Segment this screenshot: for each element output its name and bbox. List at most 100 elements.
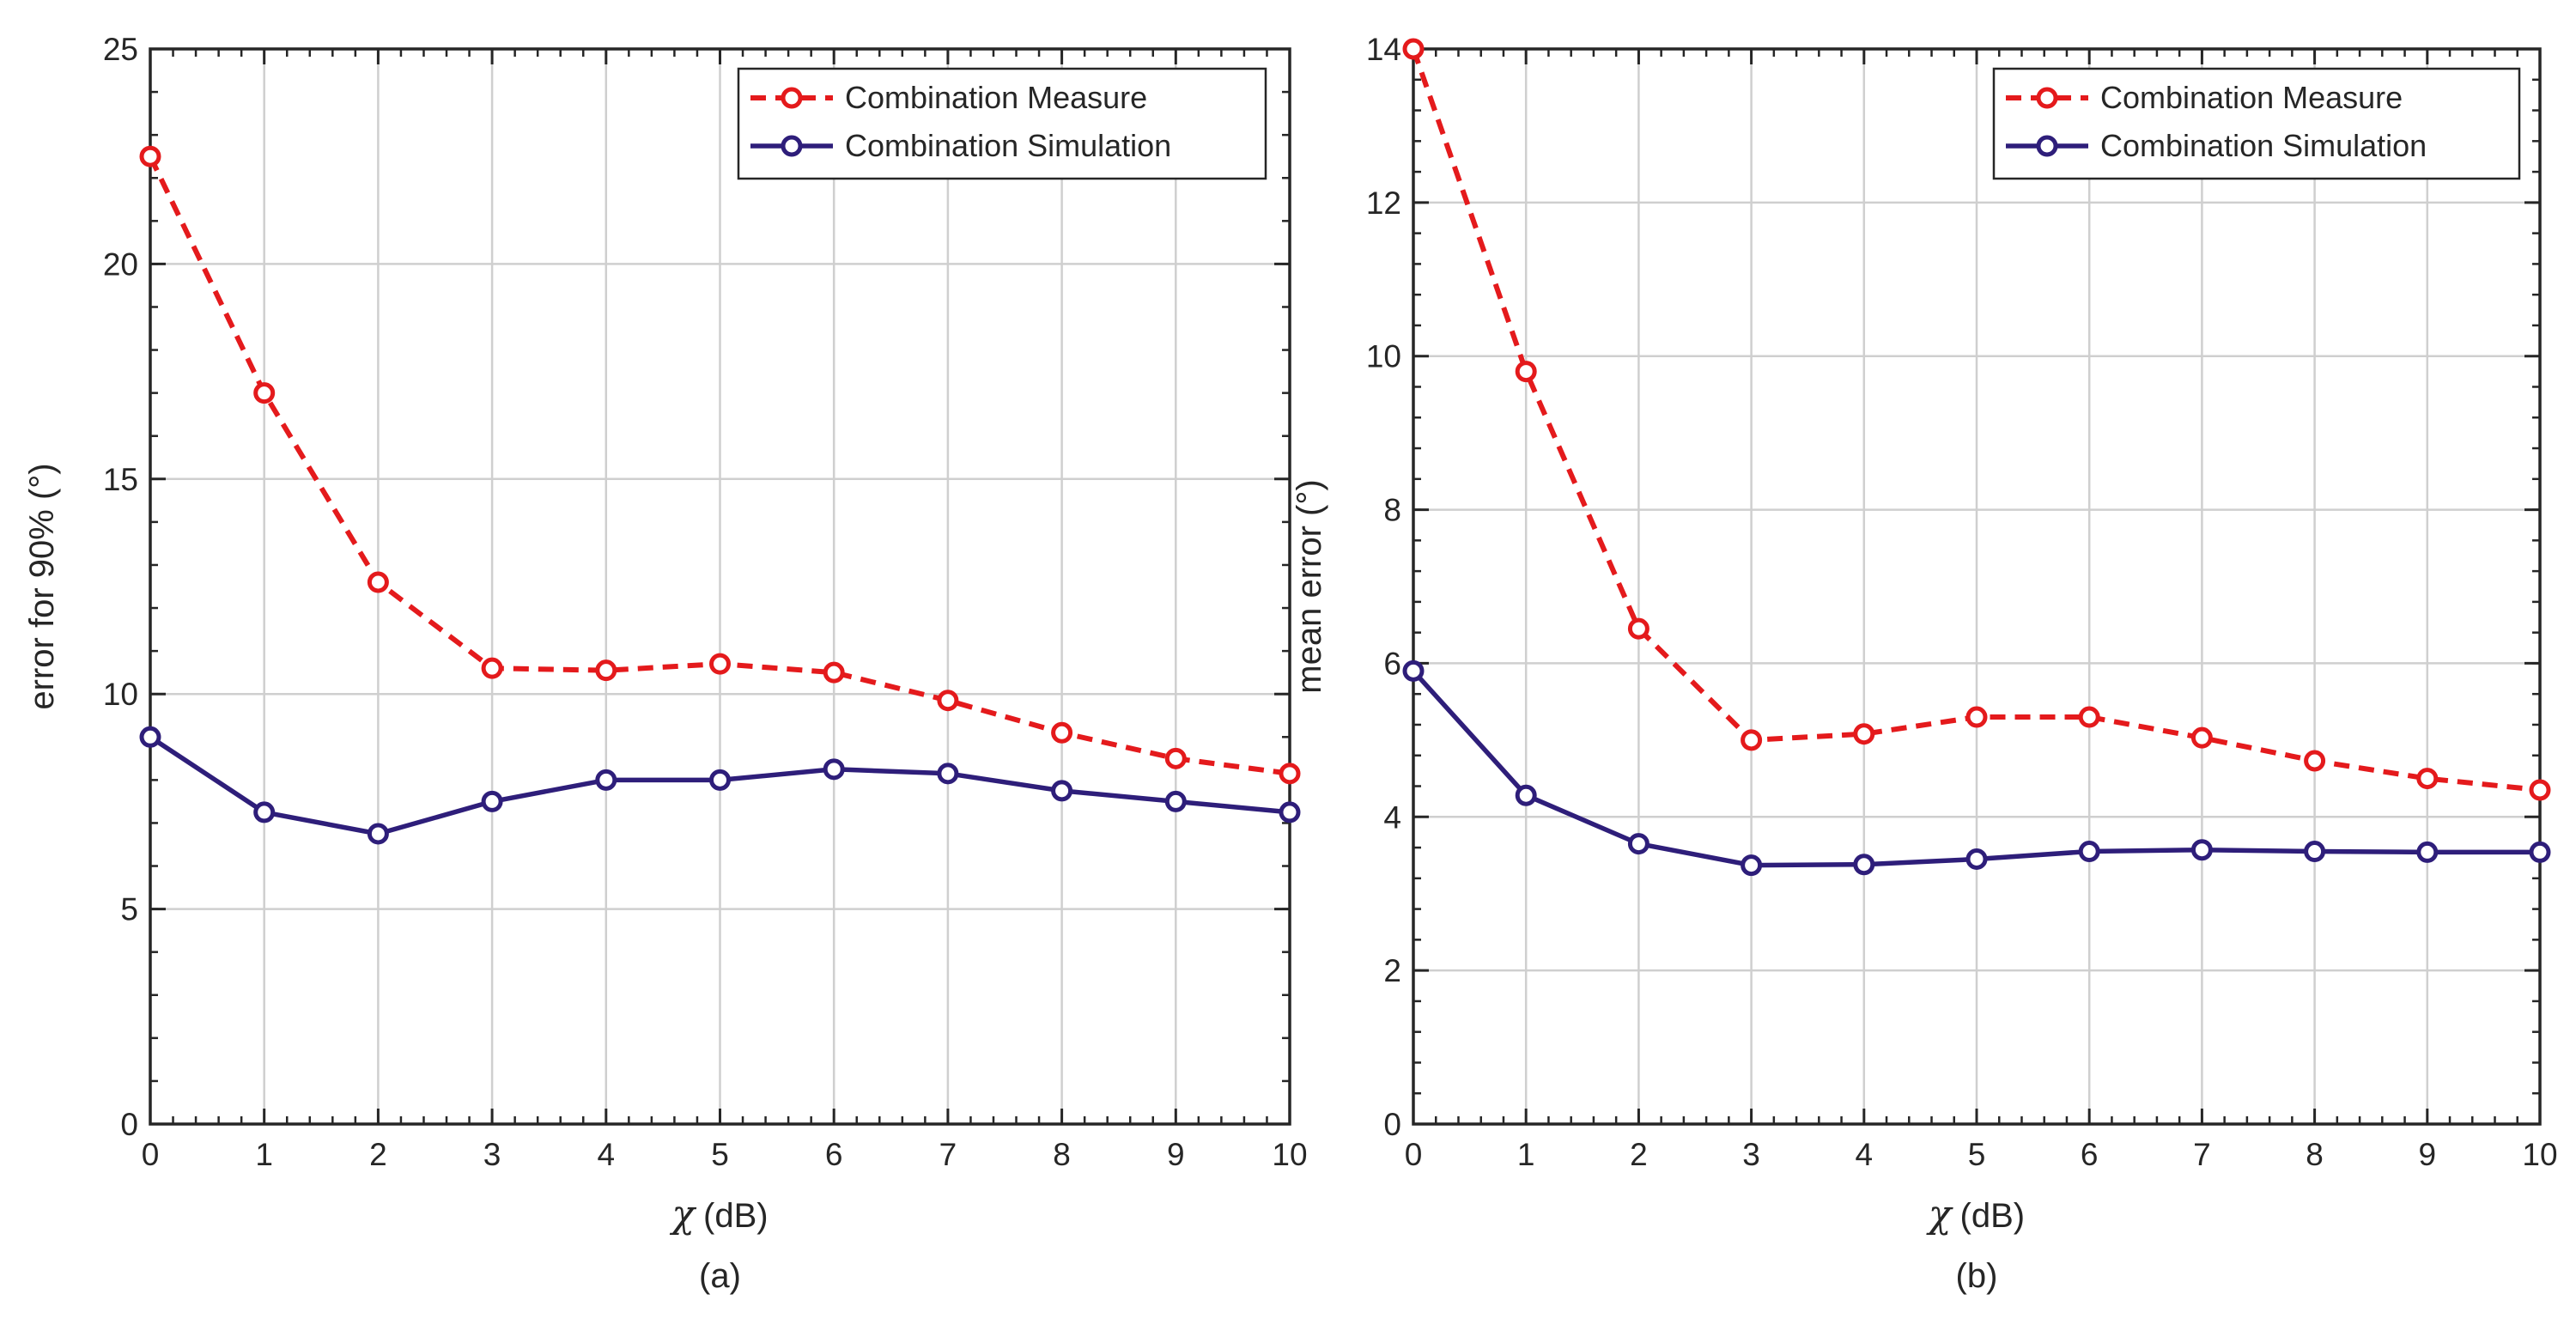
data-point [1853, 854, 1875, 876]
y-tick-label: 10 [1366, 339, 1401, 374]
y-tick-label: 15 [103, 462, 138, 497]
series-combination-measure [1402, 38, 2551, 801]
panel-caption: (b) [1956, 1257, 1998, 1295]
legend-label: Combination Measure [2100, 80, 2403, 115]
legend-marker [2036, 87, 2058, 109]
data-point [1164, 790, 1187, 812]
x-tick-label: 0 [142, 1137, 160, 1172]
x-tick-label: 9 [2419, 1137, 2437, 1172]
data-point [1051, 780, 1073, 802]
x-tick-label: 10 [2522, 1137, 2557, 1172]
x-tick-label: 0 [1405, 1137, 1423, 1172]
chart-a: 0 1 2 3 4 5 6 7 8 9 10 0 5 10 15 20 25 Combination Measur… [23, 32, 1308, 1295]
legend-box [737, 67, 1267, 180]
data-point [2304, 841, 2326, 863]
x-tick-label: 2 [369, 1137, 387, 1172]
x-axis-symbol: χ [1926, 1193, 1953, 1237]
x-tick-label: 10 [1272, 1137, 1307, 1172]
x-tick-label: 3 [1742, 1137, 1760, 1172]
x-axis-ticks: 0 1 2 3 4 5 6 7 8 9 10 [1405, 49, 2558, 1172]
data-point [1965, 848, 1988, 870]
x-tick-label: 1 [255, 1137, 273, 1172]
y-tick-label: 2 [1383, 953, 1401, 988]
x-tick-label: 9 [1167, 1137, 1185, 1172]
x-axis-unit: (dB) [1960, 1197, 2026, 1235]
axes-box [149, 47, 1291, 1126]
data-point [595, 659, 617, 682]
data-point [2304, 750, 2326, 772]
legend-box [1992, 67, 2521, 180]
legend: Combination Measure Combination Simulatio… [737, 67, 1267, 180]
x-tick-label: 1 [1517, 1137, 1535, 1172]
legend-item: Combination Measure [2006, 80, 2403, 115]
data-point [1164, 747, 1187, 769]
y-tick-label: 4 [1383, 799, 1401, 835]
data-point [1741, 729, 1763, 751]
series-combination-simulation [139, 726, 1301, 845]
x-tick-label: 4 [1856, 1137, 1874, 1172]
legend-label: Combination Measure [845, 80, 1147, 115]
data-point [2190, 726, 2213, 749]
data-point [1402, 659, 1425, 682]
data-point [367, 571, 389, 593]
y-tick-label: 0 [1383, 1107, 1401, 1142]
x-tick-label: 5 [711, 1137, 729, 1172]
x-tick-label: 6 [2081, 1137, 2099, 1172]
y-tick-label: 14 [1366, 32, 1401, 67]
x-axis-label: χ (dB) [1926, 1193, 2025, 1237]
y-tick-label: 6 [1383, 646, 1401, 681]
data-point [2078, 706, 2100, 728]
legend-marker [781, 135, 803, 157]
data-point [1515, 784, 1537, 806]
data-point [1051, 721, 1073, 744]
data-point [2529, 779, 2551, 801]
data-point [1279, 763, 1301, 785]
data-point [823, 661, 845, 684]
data-point [937, 690, 959, 712]
x-axis-symbol: χ [669, 1193, 696, 1237]
legend: Combination Measure Combination Simulatio… [1992, 67, 2521, 180]
x-axis-label: χ (dB) [669, 1193, 768, 1237]
data-point [2078, 841, 2100, 863]
y-axis-label: error for 90% (°) [23, 463, 61, 709]
legend-label: Combination Simulation [845, 128, 1171, 163]
data-point [1627, 833, 1649, 855]
data-point [2190, 839, 2213, 861]
data-point [139, 145, 161, 167]
x-tick-label: 7 [939, 1137, 957, 1172]
x-tick-label: 2 [1630, 1137, 1648, 1172]
x-tick-label: 8 [2306, 1137, 2324, 1172]
data-point [481, 657, 503, 679]
legend-marker [2036, 135, 2058, 157]
data-point [2416, 768, 2439, 790]
data-point [1741, 854, 1763, 877]
x-tick-label: 8 [1053, 1137, 1071, 1172]
x-tick-label: 4 [598, 1137, 616, 1172]
data-point [709, 769, 731, 791]
series-combination-simulation [1402, 659, 2551, 877]
data-point [139, 726, 161, 748]
data-point [253, 801, 276, 823]
data-point [595, 769, 617, 791]
x-tick-label: 3 [483, 1137, 501, 1172]
series-combination-measure [139, 145, 1301, 785]
data-point [481, 790, 503, 812]
data-point [823, 758, 845, 781]
data-point [709, 653, 731, 675]
legend-marker [781, 87, 803, 109]
y-axis-label: mean error (°) [1291, 479, 1328, 693]
data-point [1402, 38, 1425, 60]
data-point [1627, 617, 1649, 640]
y-tick-label: 12 [1366, 185, 1401, 221]
panel-caption: (a) [699, 1257, 741, 1295]
legend-item: Combination Measure [750, 80, 1147, 115]
y-tick-label: 0 [120, 1107, 138, 1142]
legend-item: Combination Simulation [2006, 128, 2427, 163]
data-point [2416, 841, 2439, 863]
x-tick-label: 5 [1968, 1137, 1986, 1172]
data-point [937, 763, 959, 785]
x-axis-unit: (dB) [703, 1197, 769, 1235]
data-point [367, 823, 389, 845]
axes-box [1412, 47, 2542, 1126]
y-tick-label: 5 [120, 892, 138, 927]
